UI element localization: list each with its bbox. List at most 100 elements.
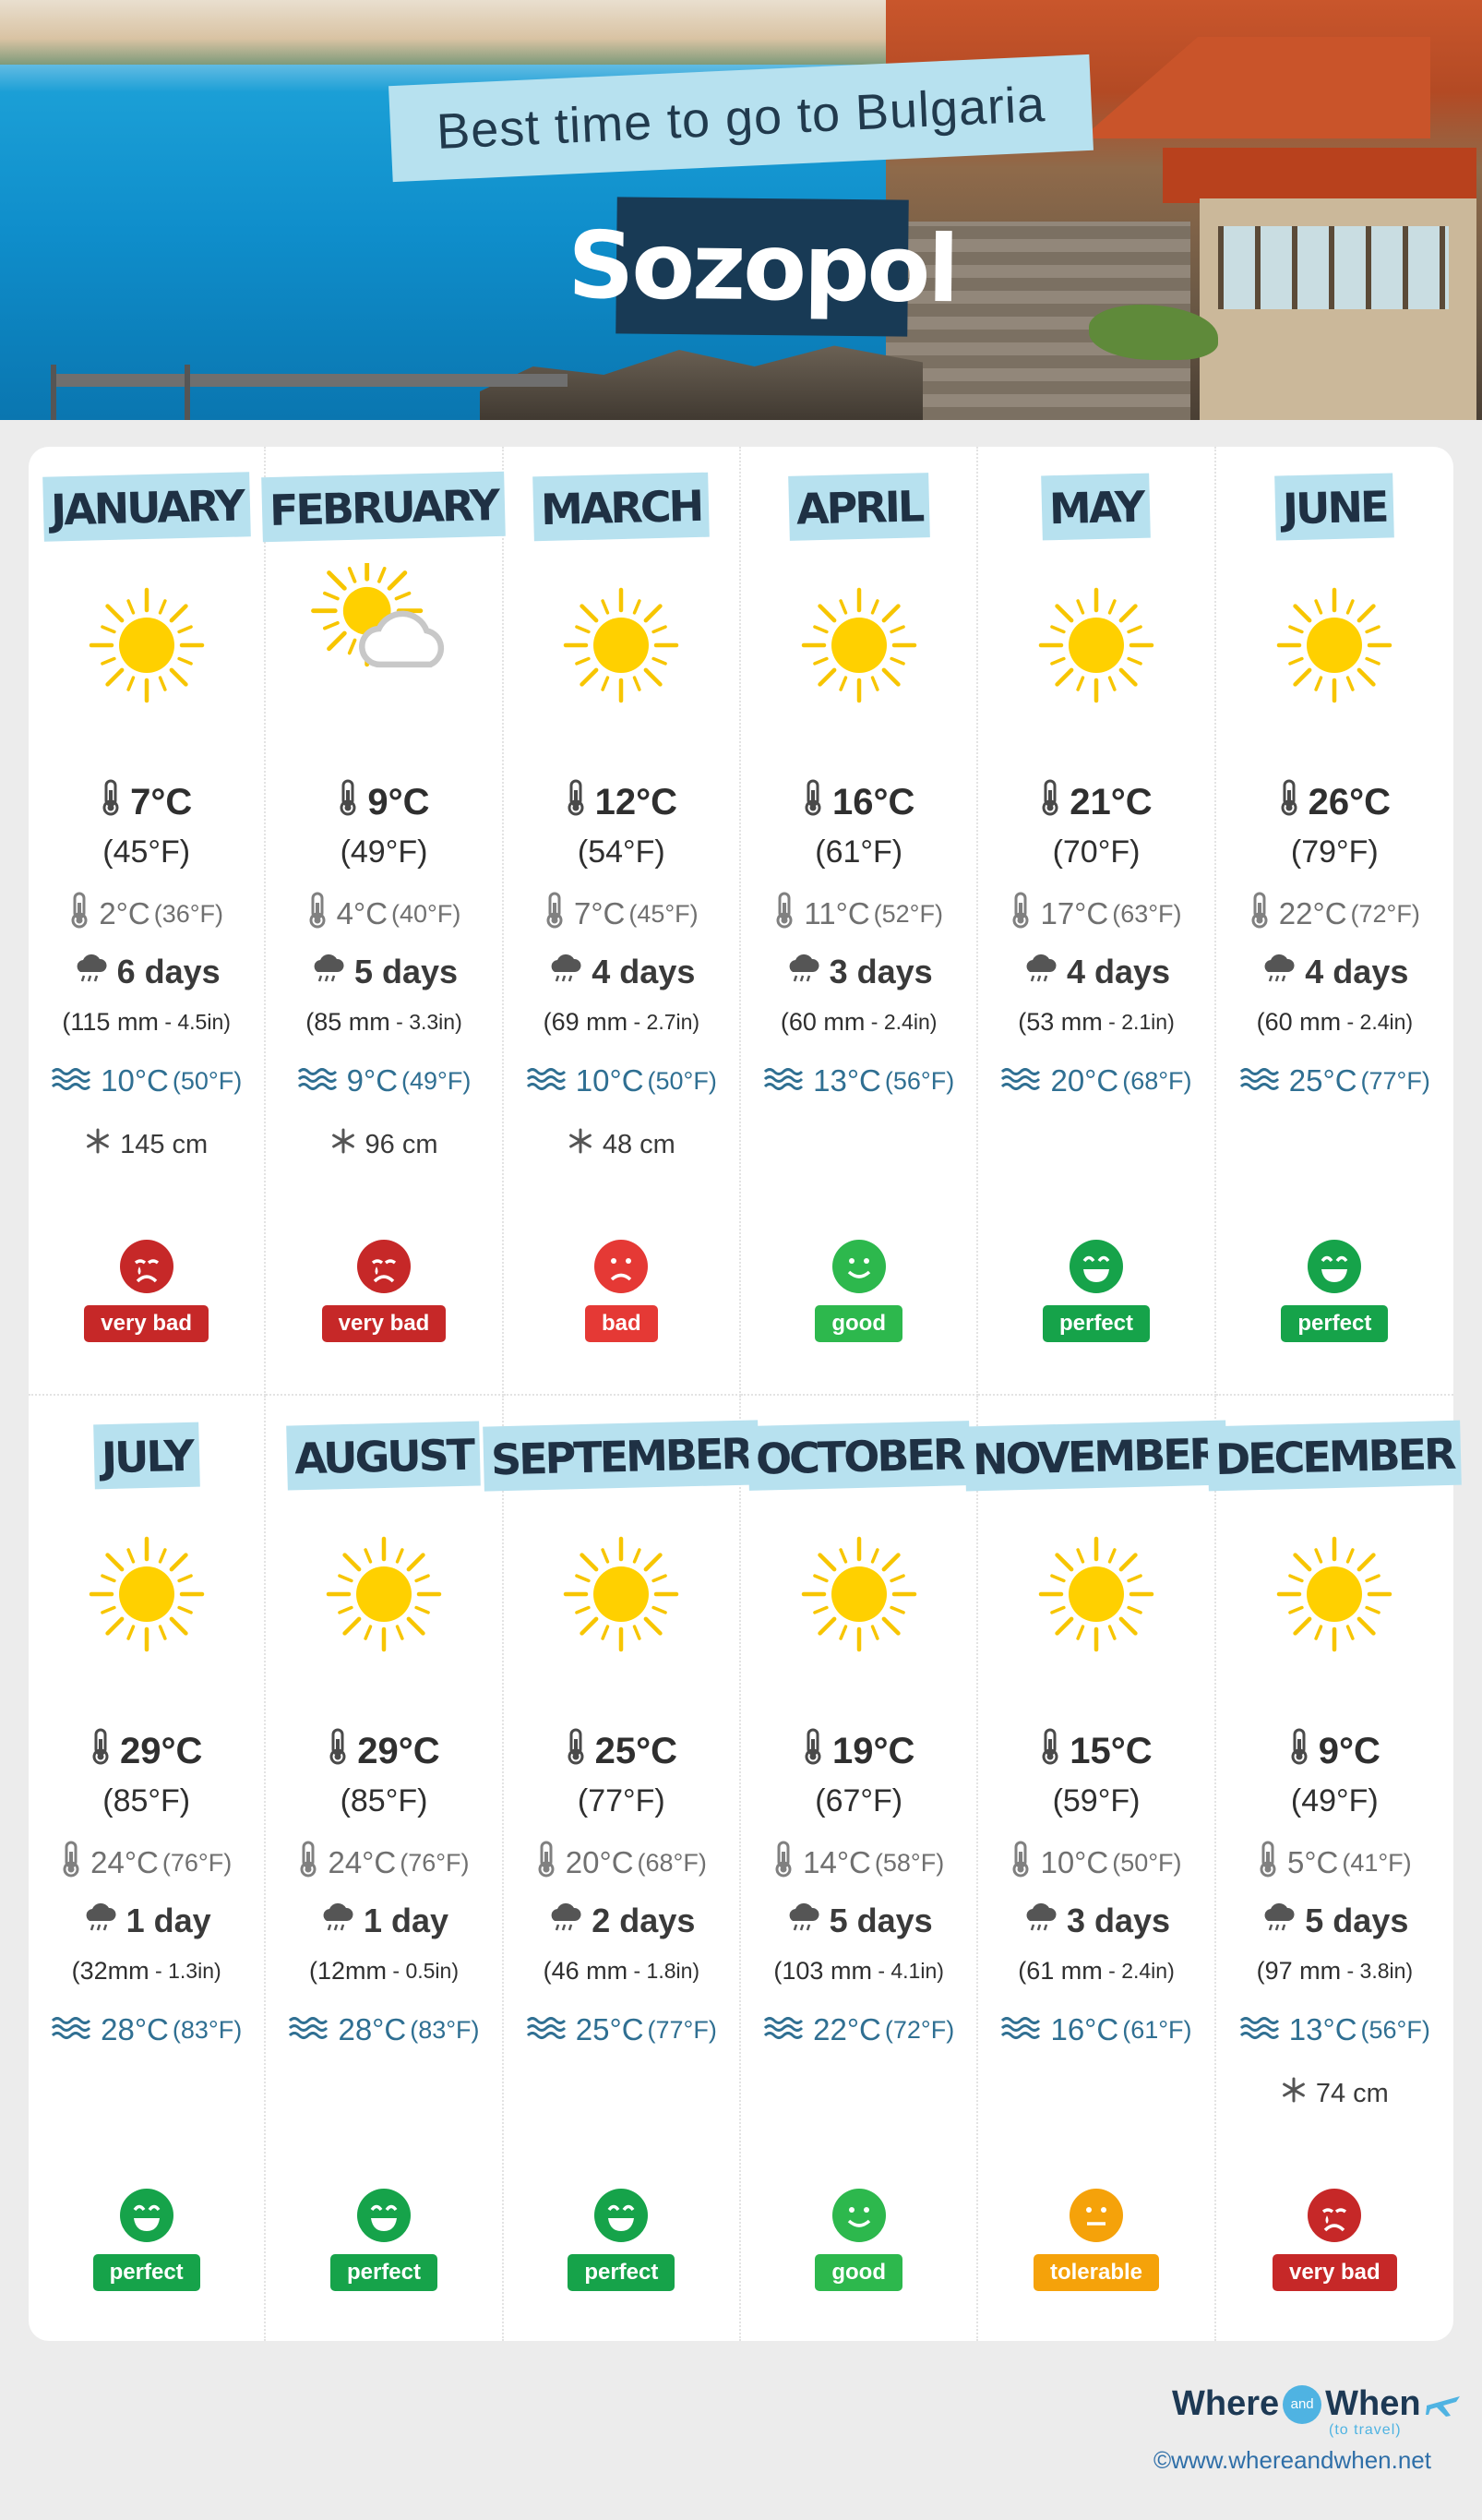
sea-temp-row: 16°C (61°F) [978,2012,1213,2047]
rain-days: 1 day [363,1902,449,1939]
rain-days-row: 1 day [266,1902,501,1940]
waves-icon [288,2012,329,2047]
month-label-wrap: SEPTEMBER [483,1420,760,1492]
rain-mm: (61 mm [1018,1957,1103,1985]
sea-temp-row: 20°C (68°F) [978,1063,1213,1098]
snow-depth: 74 cm [1315,2078,1389,2108]
max-temp-f: (85°F) [102,1783,191,1818]
rain-days: 1 day [125,1902,211,1939]
rating-wrap: very bad [1216,2254,1453,2291]
max-temp: 12°C [594,781,678,822]
rain-cloud-icon [1022,1902,1058,1940]
heart-eyes-face-icon [593,2188,649,2243]
pier-post [185,365,190,420]
rain-days-row: 4 days [978,953,1213,991]
min-temp: 5°C [1286,1845,1339,1879]
crying-face-icon [1307,2188,1362,2243]
rating-badge: bad [584,1305,658,1342]
max-temp: 9°C [367,781,430,822]
rain-mm: (69 mm [543,1008,628,1036]
waves-icon [51,2012,91,2047]
rain-mm: (12mm [308,1957,387,1985]
rain-in: - 2.4in) [1341,1010,1414,1034]
sea-temp-row: 28°C (83°F) [29,2012,264,2047]
thermometer-icon [774,892,795,936]
snow-row: 145 cm [29,1128,264,1161]
month-column-december: DECEMBER 9°C (49°F) 5°C (41°F) 5 days (9… [1207,1396,1463,2341]
rating-wrap: very bad [29,1305,264,1342]
rain-in: - 3.8in) [1341,1959,1414,1983]
rain-mm: (46 mm [543,1957,628,1985]
min-temp-f: (40°F) [391,899,461,928]
thermometer-icon [307,892,328,936]
max-temp: 16°C [831,781,915,822]
max-temp-f: (77°F) [577,1783,665,1818]
month-label-wrap: JUNE [1216,473,1453,541]
thermometer-icon [566,1728,586,1774]
waves-icon [1239,1063,1280,1098]
max-temp-row: 16°C [741,779,976,825]
rain-mm: (53 mm [1018,1008,1103,1036]
max-temp-f: (49°F) [340,834,428,870]
max-temp-f: (85°F) [340,1783,428,1818]
rain-amount-row: (103 mm - 4.1in) [741,1957,976,1986]
thermometer-icon [1040,779,1060,825]
rain-mm: (32mm [71,1957,149,1985]
rain-in: - 2.4in) [865,1010,938,1034]
month-label-wrap: AUGUST [266,1421,501,1491]
rating-badge: perfect [1042,1305,1150,1342]
snow-row: 96 cm [266,1128,501,1161]
sun-icon [87,585,207,705]
rain-cloud-icon [547,953,582,991]
max-temp-f: (79°F) [1290,834,1379,870]
sea-temp-row: 10°C (50°F) [504,1063,739,1098]
city-name: Sozopol [568,197,957,337]
month-column-february: FEBRUARY 9°C (49°F) 4°C (40°F) 5 days (8… [261,447,507,1396]
logo-when: When [1325,2384,1421,2423]
roof [1163,148,1476,203]
sea-temp: 22°C [813,2012,881,2046]
sea-temp-f: (50°F) [647,1066,717,1095]
rain-days-row: 6 days [29,953,264,991]
month-name: FEBRUARY [261,471,507,543]
month-column-may: MAY 21°C (70°F) 17°C (63°F) 4 days (53 m… [978,447,1216,1396]
max-temp-f: (45°F) [102,834,191,870]
rain-amount-row: (46 mm - 1.8in) [504,1957,739,1986]
where-and-when-logo[interactable]: Where and When [1172,2384,1462,2424]
rain-days-row: 3 days [741,953,976,991]
min-temp: 17°C [1040,896,1109,930]
month-name: MAY [1041,473,1152,541]
month-column-september: SEPTEMBER 25°C (77°F) 20°C (68°F) 2 days… [483,1396,760,2341]
sea-temp: 25°C [1288,1063,1357,1098]
thermometer-icon [328,1728,348,1774]
min-temp-row: 17°C (63°F) [978,892,1213,936]
thermometer-icon [61,1841,81,1885]
rain-in: - 3.3in) [389,1010,462,1034]
sea-temp: 10°C [101,1063,169,1098]
month-label-wrap: APRIL [741,473,976,541]
neutral-face-icon [1069,2188,1124,2243]
min-temp-row: 5°C (41°F) [1216,1841,1453,1885]
rating-badge: tolerable [1033,2254,1159,2291]
sea-temp: 9°C [346,1063,399,1098]
min-temp-f: (45°F) [628,899,699,928]
rain-amount-row: (60 mm - 2.4in) [741,1008,976,1037]
max-temp-row: 26°C [1216,779,1453,825]
waves-icon [526,2012,567,2047]
thermometer-icon [69,892,90,936]
min-temp-row: 14°C (58°F) [741,1841,976,1885]
rain-in: - 4.1in) [871,1959,944,1983]
rating-wrap: good [741,2254,976,2291]
rain-mm: (85 mm [305,1008,390,1036]
month-label-wrap: MAY [978,473,1213,541]
copyright-link[interactable]: ©www.whereandwhen.net [1153,2446,1431,2474]
rain-days: 3 days [829,953,933,990]
rain-amount-row: (85 mm - 3.3in) [266,1008,501,1037]
min-temp: 4°C [336,896,388,930]
heart-eyes-face-icon [356,2188,412,2243]
snow-row: 74 cm [1216,2077,1453,2110]
sun-icon [324,1534,444,1654]
sea-temp-f: (49°F) [401,1066,472,1095]
thermometer-icon [803,779,823,825]
month-name: DECEMBER [1207,1420,1463,1492]
